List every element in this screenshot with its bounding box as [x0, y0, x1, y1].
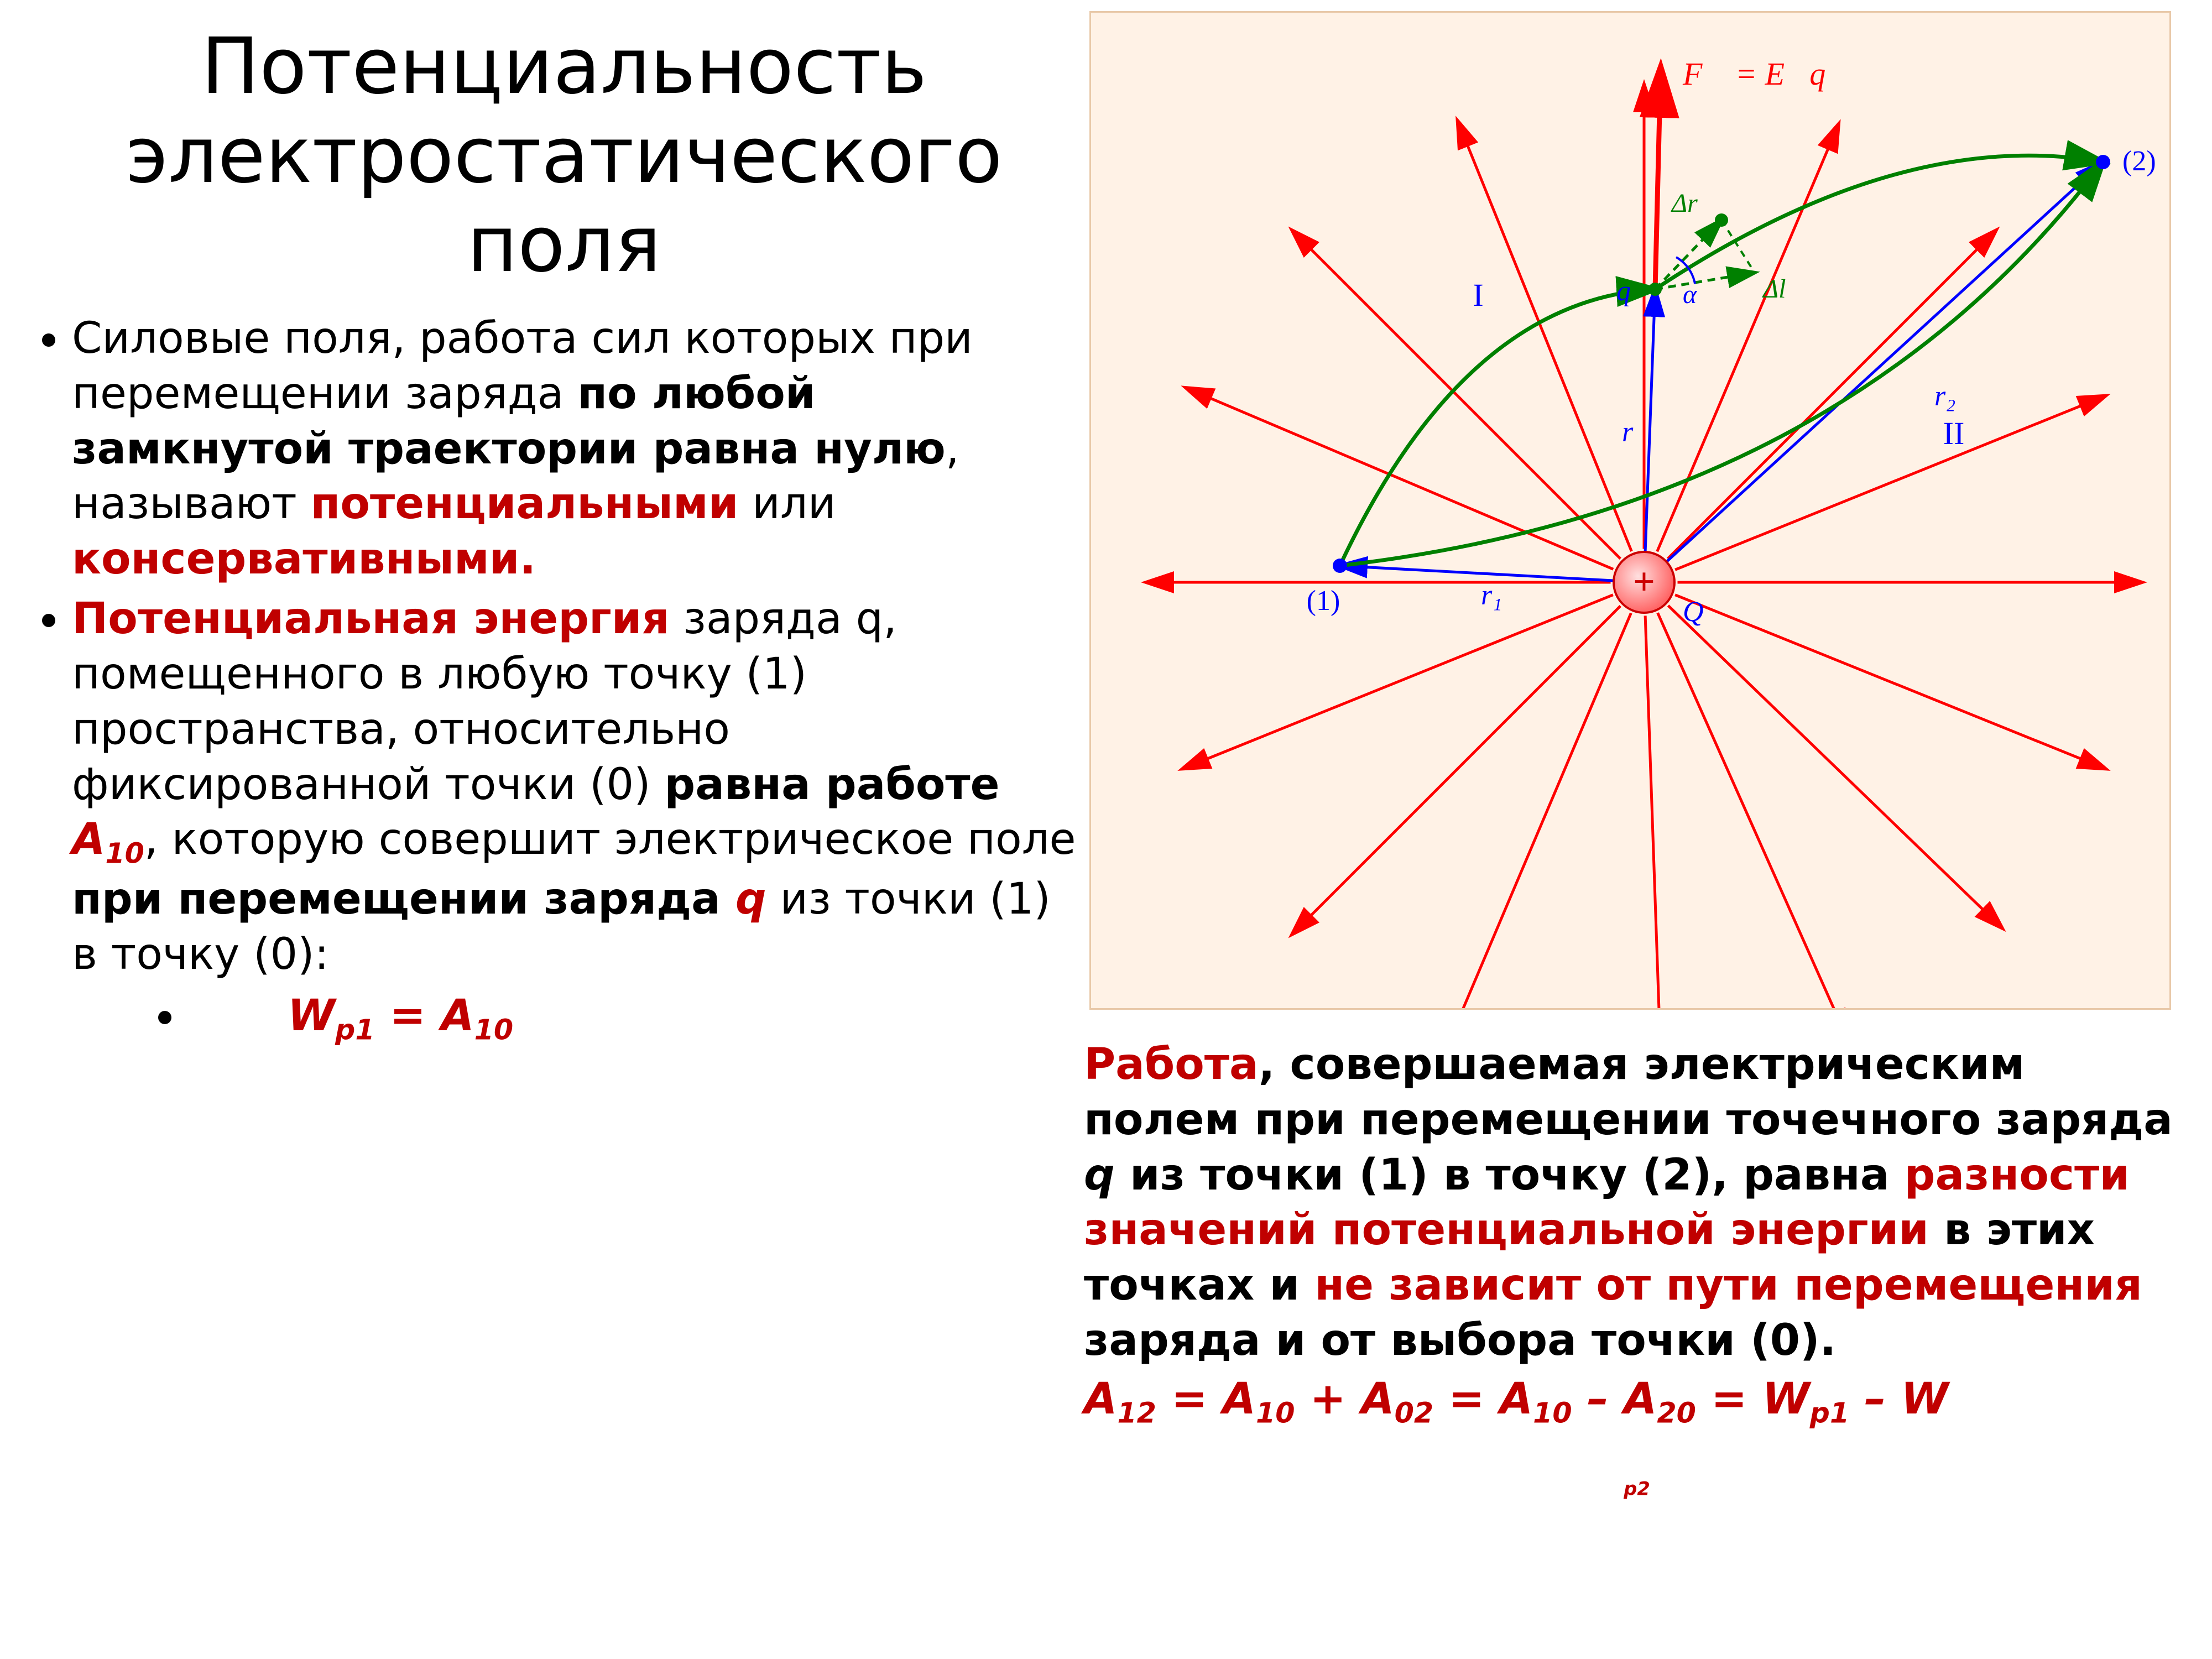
cap-t4: из точки (1) в точку (2), равна	[1115, 1150, 1905, 1200]
b1-t4: потенциальными	[311, 479, 739, 529]
bullet-2: Потенциальная энергия заряда q, помещенн…	[72, 592, 1078, 982]
eq1-w: W	[288, 991, 335, 1041]
caption-text: Работа, совершаемая электрическим полем …	[1084, 1037, 2173, 1369]
bullet-1: Силовые поля, работа сил которых при пер…	[72, 311, 1078, 587]
svg-text:I: I	[1473, 277, 1483, 313]
right-column: +Q(1)(2)r₁r₂rqαΔl⃗Δr⃗IIIF⃗ = E⃗q Работа,…	[1084, 0, 2190, 1499]
eq2-s10b: 10	[1533, 1397, 1572, 1430]
eq2-eq3: =	[1696, 1374, 1762, 1424]
slide-title: Потенциальность электростатического поля	[33, 22, 1095, 289]
eq2-p2: p2	[1624, 1478, 1650, 1499]
eq2-a4: A	[1500, 1374, 1533, 1424]
svg-text:r₁: r₁	[1481, 580, 1502, 611]
svg-text:Δr⃗: Δr⃗	[1671, 189, 1718, 218]
eq2-eq2: =	[1433, 1374, 1500, 1424]
svg-text:r₂: r₂	[1934, 380, 1955, 412]
equation-1: Wp1 = A10	[188, 987, 1078, 1049]
eq2-s02: 02	[1395, 1397, 1434, 1430]
b1-t6: консервативными.	[72, 534, 536, 584]
b1-t5: или	[738, 479, 836, 529]
field-diagram: +Q(1)(2)r₁r₂rqαΔl⃗Δr⃗IIIF⃗ = E⃗q	[1089, 11, 2171, 1010]
eq1-eq: =	[375, 991, 441, 1041]
b1-t1: Силовые поля, работа сил которых при пер…	[72, 314, 973, 419]
eq2-a3: A	[1361, 1374, 1394, 1424]
eq2-p1: p1	[1810, 1397, 1850, 1430]
cap-t7: не зависит от пути перемещения	[1314, 1260, 2142, 1310]
eq2-a1: A	[1084, 1374, 1117, 1424]
eq2-plus: +	[1295, 1374, 1361, 1424]
svg-text:II: II	[1943, 415, 1965, 451]
svg-text:Q: Q	[1683, 596, 1704, 628]
eq2-s20: 20	[1657, 1397, 1696, 1430]
eq1-10: 10	[474, 1013, 514, 1046]
b2-t1: Потенциальная энергия	[72, 594, 670, 644]
cap-t8: заряда и от выбора точки (0).	[1084, 1316, 1836, 1365]
eq2-a5: A	[1624, 1374, 1657, 1424]
svg-text:F⃗ = E⃗q: F⃗ = E⃗q	[1682, 56, 1825, 92]
eq2-eq1: =	[1156, 1374, 1223, 1424]
svg-text:α: α	[1683, 280, 1697, 309]
eq1-p1: p1	[335, 1013, 375, 1046]
eq2-s12: 12	[1117, 1397, 1156, 1430]
eq2-w2: W	[1901, 1374, 1949, 1424]
b2-t5: , которую совершит электрическое поле	[144, 815, 1076, 864]
cap-t1: Работа	[1084, 1040, 1259, 1089]
eq1-a: A	[441, 991, 474, 1041]
svg-text:(1): (1)	[1307, 585, 1340, 617]
svg-text:(2): (2)	[2122, 145, 2156, 177]
equation-2-tail: p2	[1084, 1463, 2190, 1499]
left-column: Силовые поля, работа сил которых при пер…	[33, 311, 1078, 1049]
cap-t3: q	[1084, 1150, 1115, 1200]
b2-t6: при перемещении заряда	[72, 874, 735, 924]
eq2-min1: –	[1572, 1374, 1624, 1424]
b2-t7: q	[735, 874, 766, 924]
eq2-s10a: 10	[1256, 1397, 1295, 1430]
svg-text:r: r	[1622, 416, 1634, 448]
svg-text:+: +	[1633, 561, 1655, 603]
eq2-a2: A	[1223, 1374, 1256, 1424]
b2-t3: равна работе	[664, 760, 999, 810]
svg-text:q: q	[1616, 275, 1631, 307]
b2-t4a: A	[72, 815, 105, 864]
svg-text:Δl⃗: Δl⃗	[1762, 274, 1807, 304]
b2-t4b: 10	[105, 837, 144, 870]
eq2-w1: W	[1762, 1374, 1810, 1424]
equation-2: A12 = A10 + A02 = A10 – A20 = Wp1 – W	[1084, 1374, 2190, 1430]
diagram-svg: +Q(1)(2)r₁r₂rqαΔl⃗Δr⃗IIIF⃗ = E⃗q	[1091, 13, 2169, 1008]
eq2-min2: –	[1849, 1374, 1901, 1424]
